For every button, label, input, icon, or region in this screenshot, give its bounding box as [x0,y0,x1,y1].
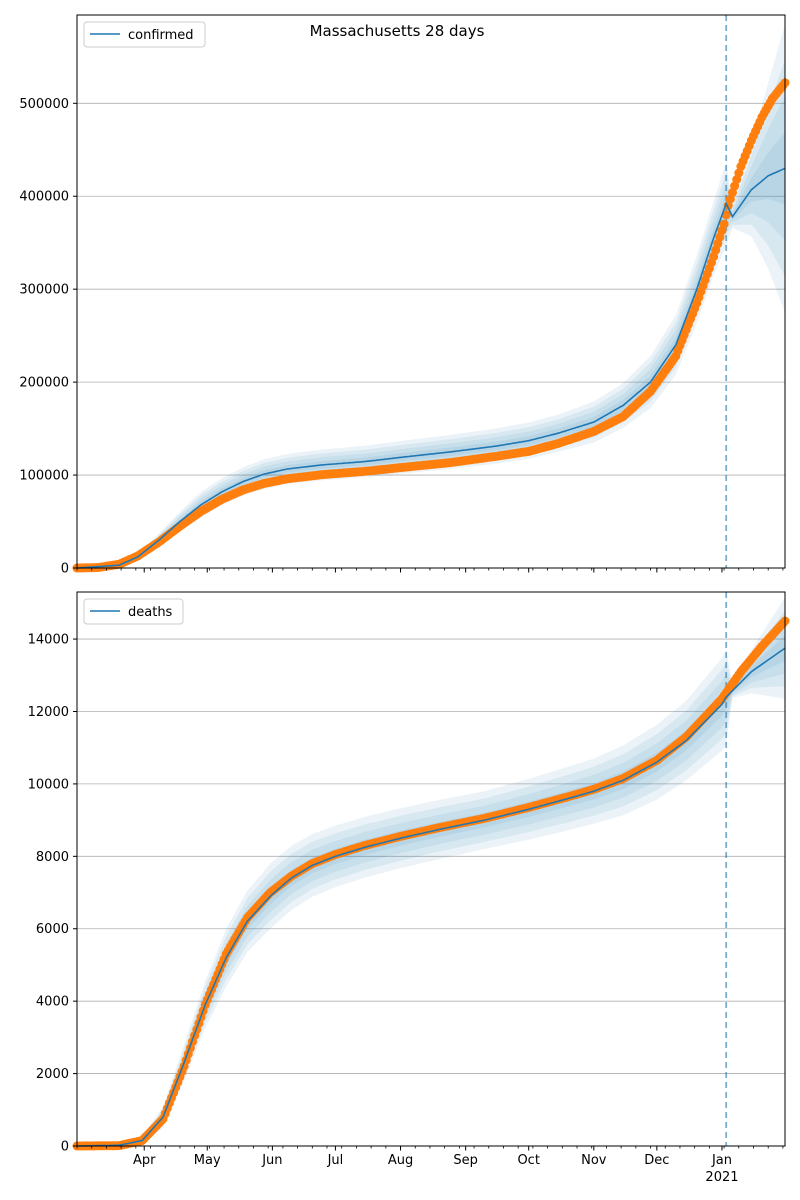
x-tick-label: Oct [517,1153,539,1168]
confirmed-observed-point [721,210,731,220]
confirmed-panel: 0 100000 200000 300000 400000 500000 confirme… [19,14,790,577]
confirmed-model-line [76,167,786,569]
x-tick-label: Sep [453,1153,478,1168]
confirmed-median-line [76,167,786,569]
deaths-y-axis: 0 2000 4000 6000 8000 10000 12000 14000 [28,633,77,1155]
confirmed-y-axis: 0 100000 200000 300000 400000 500000 [19,97,77,577]
confirmed-y-tick-label: 100000 [19,469,69,484]
x-tick-label: Jun [261,1153,282,1168]
deaths-axes-frame [76,591,786,1147]
deaths-y-tick-label: 6000 [36,922,69,937]
x-tick-label: Nov [581,1153,607,1168]
confirmed-legend-box [83,21,206,48]
deaths-frame [76,591,786,1147]
deaths-model-line [77,647,786,1147]
deaths-y-tick-label: 2000 [36,1067,69,1082]
confirmed-axes-frame [76,14,786,569]
deaths-y-tick-label: 14000 [28,633,69,648]
confirmed-y-tick-label: 500000 [19,97,69,112]
confirmed-y-tick-label: 400000 [19,190,69,205]
x-tick-label: Aug [388,1153,413,1168]
confirmed-grid [77,102,785,476]
confirmed-observed-point [719,219,729,229]
deaths-legend-label: deaths [128,605,173,620]
confirmed-legend-label: confirmed [128,28,194,43]
deaths-observed-points [72,616,790,1151]
x-tick-label: Jul [327,1153,344,1168]
deaths-y-tick-label: 0 [61,1140,69,1155]
figure-title: Massachusetts 28 days [310,22,485,40]
confirmed-legend: confirmed [83,21,206,48]
deaths-y-tick-label: 4000 [36,995,69,1010]
x-tick-label: Jan [711,1153,732,1168]
deaths-grid [77,638,785,1074]
x-tick-label: Dec [644,1153,669,1168]
deaths-panel: 0 2000 4000 6000 8000 10000 12000 14000 Apr May J… [28,591,790,1185]
deaths-y-tick-label: 8000 [36,850,69,865]
deaths-y-tick-label: 12000 [28,705,69,720]
confirmed-plot-area [77,15,785,568]
x-tick-label: Apr [133,1153,156,1168]
confirmed-y-tick-label: 200000 [19,376,69,391]
confirmed-y-tick-label: 0 [61,562,69,577]
deaths-legend-box [83,598,184,625]
x-tick-label: May [194,1153,221,1168]
confirmed-x-axis [76,568,784,573]
deaths-y-tick-label: 10000 [28,777,69,792]
confirmed-y-tick-label: 300000 [19,283,69,298]
deaths-legend: deaths [83,598,184,625]
confirmed-band-1 [77,24,785,569]
x-year-label: 2021 [705,1170,738,1185]
deaths-plot-area [77,592,785,1146]
deaths-median-line [77,647,786,1147]
deaths-x-axis: Apr May Jun Jul Aug Sep Oct Nov Dec Jan 2021 [76,1146,784,1185]
confirmed-frame [76,14,786,569]
